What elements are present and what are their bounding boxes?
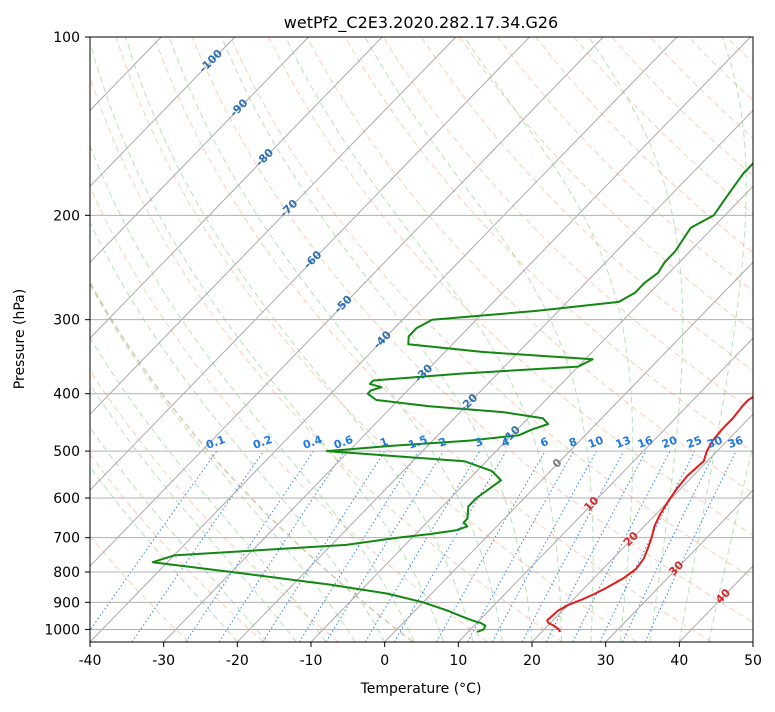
y-tick-label: 900: [53, 595, 80, 611]
y-tick-label: 600: [53, 491, 80, 507]
y-tick-label: 500: [53, 444, 80, 460]
x-tick-label: 10: [449, 653, 467, 669]
x-tick-label: -30: [152, 653, 175, 669]
x-tick-label: 0: [380, 653, 389, 669]
x-axis-label: Temperature (°C): [360, 681, 482, 697]
y-tick-label: 700: [53, 531, 80, 547]
y-axis-label: Pressure (hPa): [12, 289, 28, 389]
y-tick-label: 300: [53, 313, 80, 329]
x-tick-label: 50: [744, 653, 762, 669]
x-tick-label: 20: [523, 653, 541, 669]
x-tick-label: -10: [300, 653, 323, 669]
chart-title: wetPf2_C2E3.2020.282.17.34.G26: [284, 13, 558, 33]
y-tick-label: 100: [53, 30, 80, 46]
x-tick-label: 40: [670, 653, 688, 669]
x-tick-label: -40: [79, 653, 102, 669]
y-tick-label: 200: [53, 208, 80, 224]
y-tick-label: 800: [53, 565, 80, 581]
x-tick-label: -20: [226, 653, 249, 669]
x-tick-label: 30: [597, 653, 615, 669]
y-tick-label: 1000: [44, 622, 80, 638]
y-tick-label: 400: [53, 387, 80, 403]
